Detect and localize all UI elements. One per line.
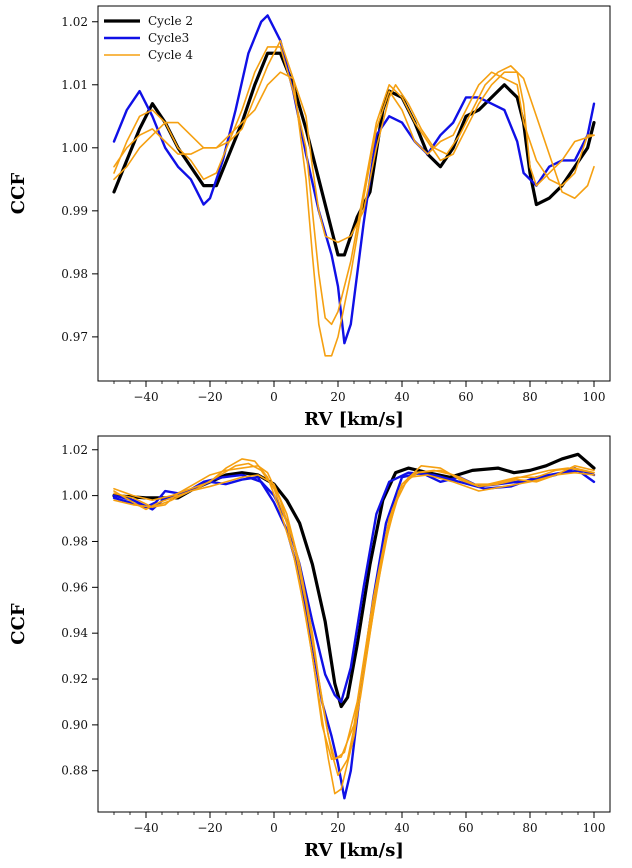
series-group <box>112 14 596 357</box>
x-tick-label: 20 <box>330 390 345 404</box>
y-tick-label: 0.96 <box>61 580 88 594</box>
series-line-cycle-2-0 <box>112 452 596 709</box>
x-tick-label: 40 <box>394 821 409 835</box>
y-tick-label: 0.92 <box>61 672 88 686</box>
series-line-cycle-4-6 <box>113 462 595 761</box>
series-line-cycle3-1 <box>112 466 596 800</box>
x-tick-label: 0 <box>270 821 278 835</box>
x-tick-label: 80 <box>522 390 537 404</box>
x-axis-label: RV [km/s] <box>304 409 404 430</box>
y-tick-label: 1.00 <box>61 489 88 503</box>
x-tick-label: −40 <box>133 390 158 404</box>
y-axis-label: CCF <box>8 173 29 215</box>
y-axis-label: CCF <box>8 603 29 645</box>
legend-label: Cycle3 <box>148 31 189 45</box>
x-axis-label: RV [km/s] <box>304 840 404 861</box>
x-tick-label: 0 <box>270 390 278 404</box>
series-line-cycle-4-4 <box>113 65 595 244</box>
y-tick-label: 1.01 <box>61 78 88 92</box>
legend-label: Cycle 4 <box>148 48 193 62</box>
top-panel: −40 −20 0 20 40 60 80 100 0.97 0.98 0.99 1.00 1.01 1.… <box>8 5 611 430</box>
x-tick-label: −20 <box>197 390 222 404</box>
x-tick-label: 100 <box>583 821 606 835</box>
y-tick-label: 0.90 <box>61 718 88 732</box>
legend-label: Cycle 2 <box>148 14 193 28</box>
y-tick-label: 0.99 <box>61 204 88 218</box>
series-line-cycle3-1 <box>112 14 596 345</box>
x-tick-label: 40 <box>394 390 409 404</box>
y-tick-label: 0.94 <box>61 626 88 640</box>
y-tick-label: 0.97 <box>61 330 88 344</box>
y-tick-label: 0.98 <box>61 267 88 281</box>
series-line-cycle-4-3 <box>113 39 595 357</box>
y-tick-label: 1.02 <box>61 15 88 29</box>
series-line-cycle-2-0 <box>112 51 596 257</box>
x-tick-label: 20 <box>330 821 345 835</box>
y-tick-label: 0.88 <box>61 764 88 778</box>
series-line-cycle-4-4 <box>113 465 595 761</box>
x-tick-label: 100 <box>583 390 606 404</box>
series-group <box>112 452 596 800</box>
x-tick-label: 80 <box>522 821 537 835</box>
series-line-cycle-4-2 <box>113 46 595 326</box>
series-line-cycle-4-5 <box>113 471 595 777</box>
x-tick-label: 60 <box>458 390 473 404</box>
y-tick-label: 1.00 <box>61 141 88 155</box>
x-tick-label: −20 <box>197 821 222 835</box>
legend: Cycle 2 Cycle3 Cycle 4 <box>104 14 193 62</box>
y-tick-label: 0.98 <box>61 534 88 548</box>
x-tick-label: −40 <box>133 821 158 835</box>
bottom-panel: −40 −20 0 20 40 60 80 100 0.88 0.90 0.92 0.94 0.96 0.… <box>8 435 611 861</box>
x-tick-label: 60 <box>458 821 473 835</box>
y-tick-label: 1.02 <box>61 443 88 457</box>
